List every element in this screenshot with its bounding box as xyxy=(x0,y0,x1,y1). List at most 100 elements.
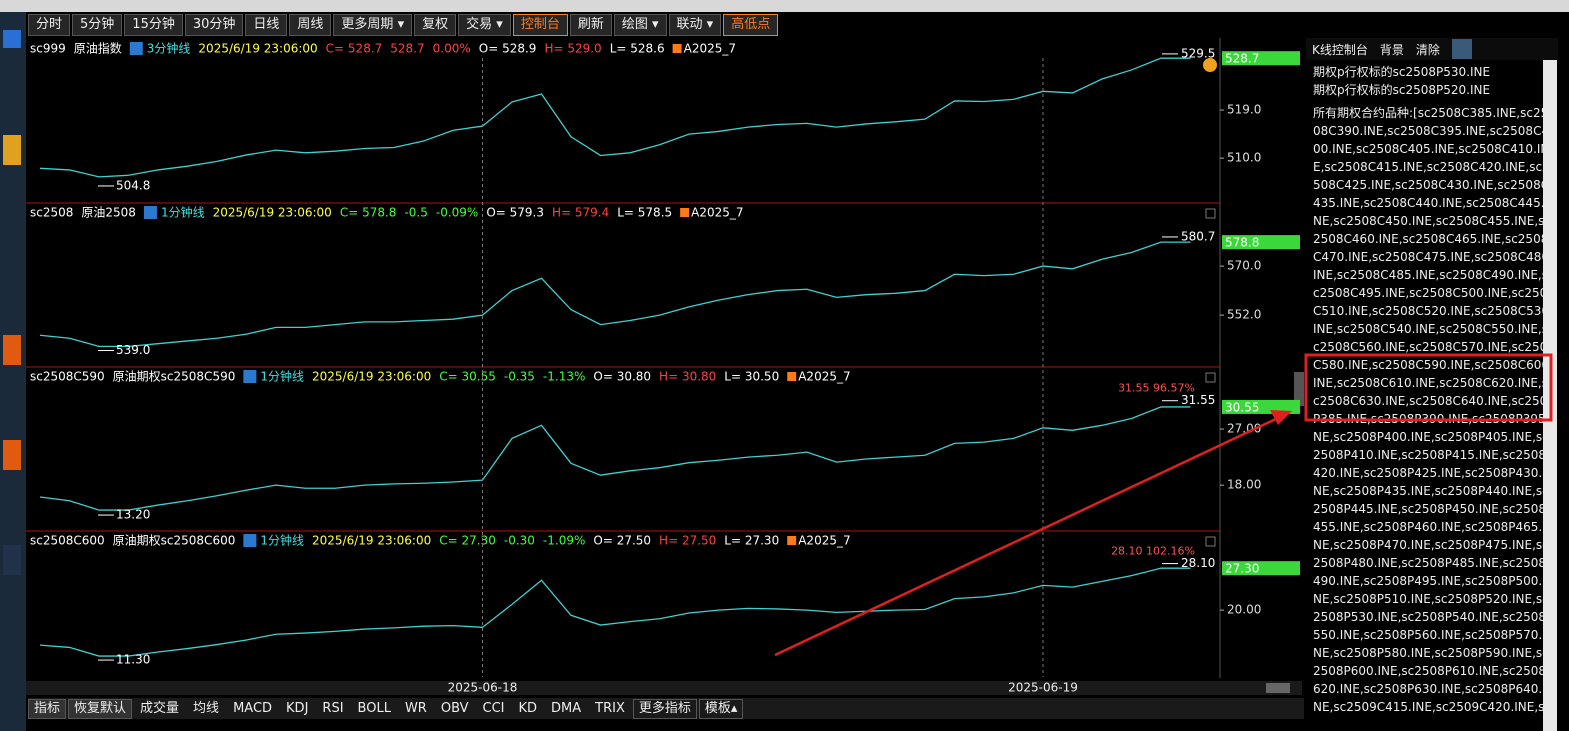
indicator-tab[interactable]: 恢复默认 xyxy=(68,698,133,719)
indicator-tab[interactable]: 模板▴ xyxy=(698,698,744,719)
text-line: 2508P600.INE,sc2508P610.INE,sc2508P xyxy=(1313,664,1554,678)
desktop-icon xyxy=(3,335,21,365)
indicator-tab[interactable]: KDJ xyxy=(286,700,309,716)
header-item: H= 30.80 xyxy=(659,370,716,384)
toolbar-button[interactable]: 高低点 xyxy=(723,14,779,36)
text-line: c2508C630.INE,sc2508C640.INE,sc2508 xyxy=(1313,394,1555,408)
collapse-handle[interactable] xyxy=(1294,372,1304,406)
right-panel: K线控制台 背景 清除 期权p行权标的sc2508P530.INE 期权p行权标的… xyxy=(1306,38,1558,731)
desktop-icon xyxy=(3,135,21,165)
high-label: 31.55 xyxy=(1181,393,1215,407)
text-line: 08C390.INE,sc2508C395.INE,sc2508C4 xyxy=(1313,124,1550,138)
text-line: C470.INE,sc2508C475.INE,sc2508C480. xyxy=(1313,250,1553,264)
text-line: 420.INE,sc2508P425.INE,sc2508P430.I xyxy=(1313,466,1546,480)
chart-bg xyxy=(26,38,1305,698)
desktop-icon xyxy=(3,545,21,575)
text-line: 455.INE,sc2508P460.INE,sc2508P465.I xyxy=(1313,520,1546,534)
toolbar-button[interactable]: 日线 xyxy=(245,14,288,36)
indicator-tab[interactable]: TRIX xyxy=(595,700,625,716)
scrollbar[interactable] xyxy=(1543,60,1557,731)
price-line xyxy=(39,57,1191,178)
indicator-tab[interactable]: CCI xyxy=(482,700,505,716)
header-item: O= 27.50 xyxy=(593,534,651,548)
header-item: 3分钟线 xyxy=(147,41,191,56)
header-item: -0.30 xyxy=(504,534,535,548)
header-item: L= 27.30 xyxy=(724,534,779,548)
indicator-tab[interactable]: RSI xyxy=(322,700,344,716)
indicator-tab[interactable]: 更多指标 xyxy=(632,698,697,719)
text-line: C580.INE,sc2508C590.INE,sc2508C600. xyxy=(1313,358,1553,372)
text-line: 490.INE,sc2508P495.INE,sc2508P500.I xyxy=(1313,574,1546,588)
header-item: sc2508 xyxy=(30,206,73,220)
toolbar-button[interactable]: 分时 xyxy=(28,14,71,36)
smiley-icon xyxy=(1203,58,1217,72)
y-tick-label: 27.00 xyxy=(1227,422,1261,436)
header-item: 1分钟线 xyxy=(161,205,205,220)
header-item: A2025_7 xyxy=(798,370,850,384)
scroll-thumb[interactable] xyxy=(1266,683,1290,693)
current-price: 27.30 xyxy=(1225,562,1259,576)
indicator-tab[interactable]: BOLL xyxy=(357,700,391,716)
text-line: NE,sc2508P435.INE,sc2508P440.INE,sc xyxy=(1313,484,1549,498)
y-tick-label: 510.0 xyxy=(1227,151,1261,165)
high-annotation: 28.10 102.16% xyxy=(1111,545,1195,558)
text-line: 所有期权合约品种:[sc2508C385.INE,sc25 xyxy=(1313,106,1549,120)
indicator-tab[interactable]: 成交量 xyxy=(140,700,180,716)
header-item: C= 27.30 xyxy=(439,534,496,548)
indicator-tab[interactable]: DMA xyxy=(551,700,582,716)
toolbar-button[interactable]: 交易 ▾ xyxy=(458,14,511,36)
header-item: 2025/6/19 23:06:00 xyxy=(213,206,332,220)
header-item: H= 27.50 xyxy=(659,534,716,548)
indicator-tab[interactable]: MACD xyxy=(233,700,273,716)
toolbar-button[interactable]: 周线 xyxy=(289,14,332,36)
header-item: 0.00% xyxy=(433,42,471,56)
low-label: 539.0 xyxy=(116,343,150,357)
toolbar-button[interactable]: 5分钟 xyxy=(72,14,123,36)
toolbar-button[interactable]: 刷新 xyxy=(569,14,612,36)
toolbar-button[interactable]: 联动 ▾ xyxy=(668,14,722,36)
toolbar-button[interactable]: 复权 xyxy=(414,14,457,36)
text-line: E,sc2508C415.INE,sc2508C420.INE,sc2 xyxy=(1313,160,1550,174)
panel-title: K线控制台 xyxy=(1312,42,1368,57)
header-item: C= 30.55 xyxy=(439,370,496,384)
y-tick-label: 20.00 xyxy=(1227,603,1261,617)
text-line: 00.INE,sc2508C405.INE,sc2508C410.IN xyxy=(1313,142,1550,156)
label: 更多周期 xyxy=(341,17,394,32)
panel-icon[interactable] xyxy=(1451,39,1472,59)
chart-icon xyxy=(129,42,143,55)
header-item: -1.13% xyxy=(543,370,585,384)
indicator-tab[interactable]: KD xyxy=(518,700,538,716)
text-line: c2508C495.INE,sc2508C500.INE,sc2508 xyxy=(1313,286,1555,300)
header-item: O= 579.3 xyxy=(486,206,544,220)
scrollbar xyxy=(26,681,1302,695)
text-line: 2508P480.INE,sc2508P485.INE,sc2508P xyxy=(1313,556,1554,570)
indicator-tab[interactable]: 指标 xyxy=(28,698,67,719)
text-line: 2508C460.INE,sc2508C465.INE,sc2508 xyxy=(1313,232,1549,246)
chart-icon xyxy=(143,206,157,219)
text-line: NE,sc2509C415.INE,sc2509C420.INE,sc xyxy=(1313,700,1552,714)
label: 绘图 xyxy=(621,17,648,32)
panel-button[interactable]: 清除 xyxy=(1415,42,1440,57)
x-tick-label: 2025-06-18 xyxy=(448,681,518,695)
indicator-tab[interactable]: 均线 xyxy=(193,700,220,716)
indicator-tab[interactable]: WR xyxy=(404,700,427,716)
text-line: NE,sc2508C450.INE,sc2508C455.INE,sc xyxy=(1313,214,1552,228)
text-line: c2508C560.INE,sc2508C570.INE,sc2508 xyxy=(1313,340,1555,354)
text-line: 期权p行权标的sc2508P530.INE xyxy=(1313,65,1491,79)
panel-button[interactable]: 背景 xyxy=(1379,42,1404,57)
text-line: NE,sc2508P510.INE,sc2508P520.INE,sc xyxy=(1313,592,1549,606)
indicator-swatch xyxy=(672,44,682,53)
toolbar-button[interactable]: 30分钟 xyxy=(184,14,244,36)
toolbar-button[interactable]: 绘图 ▾ xyxy=(613,14,667,36)
header-item: sc2508C590 xyxy=(30,370,105,384)
toolbar-button[interactable]: 更多周期 ▾ xyxy=(333,14,413,36)
toolbar-button[interactable]: 15分钟 xyxy=(124,14,183,36)
current-price: 528.7 xyxy=(1225,52,1259,66)
header-item: -0.09% xyxy=(436,206,478,220)
desktop-icon xyxy=(3,30,21,48)
indicator-tab[interactable]: OBV xyxy=(440,700,469,716)
toolbar-button[interactable]: 控制台 xyxy=(512,14,568,36)
chart-icon xyxy=(243,370,257,383)
text-line: 2508P410.INE,sc2508P415.INE,sc2508P xyxy=(1313,448,1554,462)
